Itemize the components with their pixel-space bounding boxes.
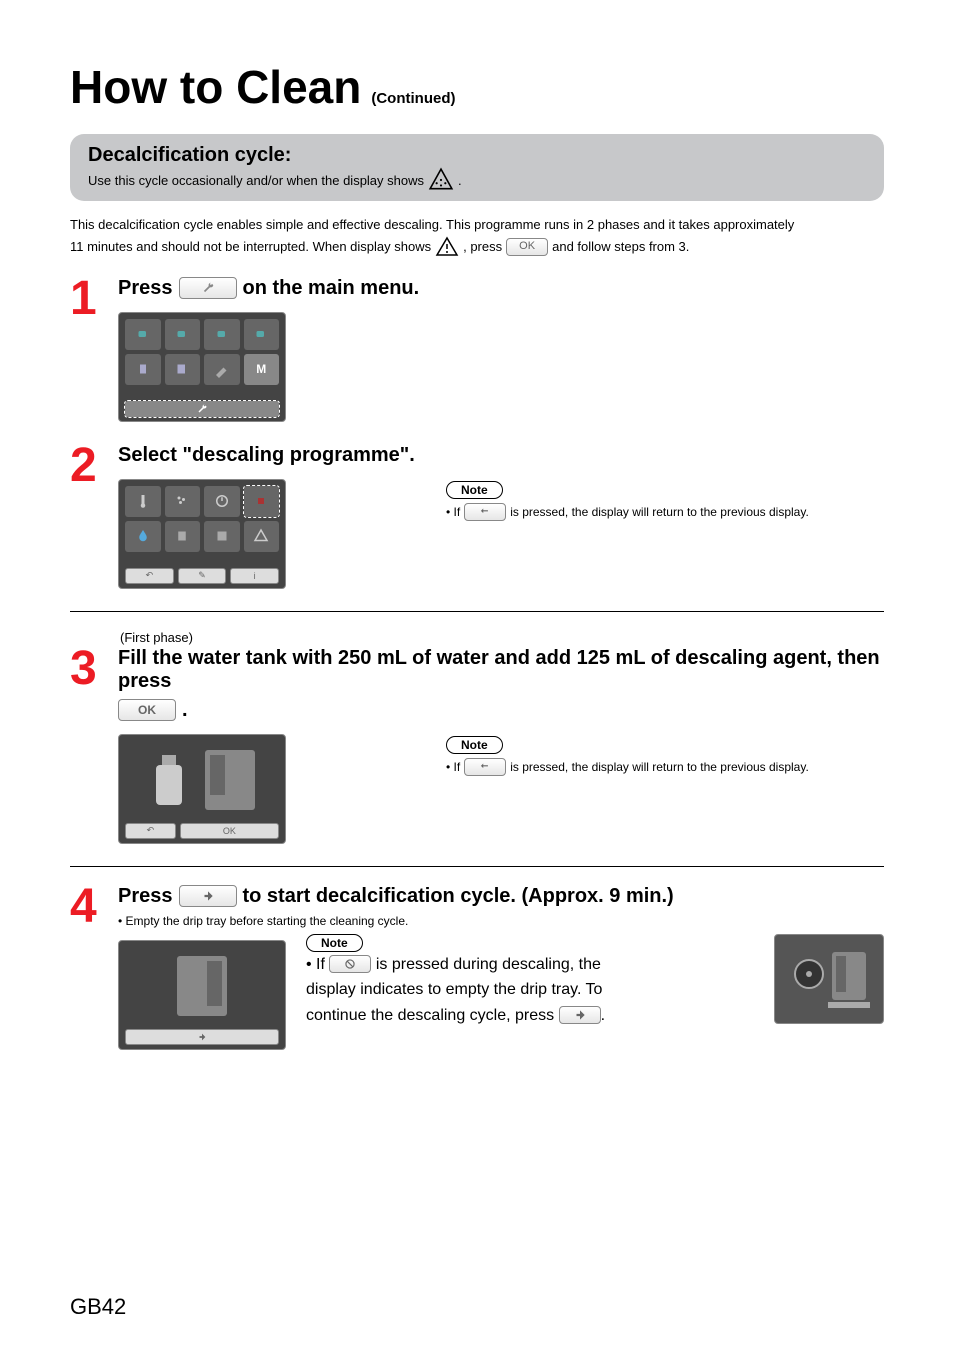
- wrench-button[interactable]: [179, 277, 237, 299]
- prog-icon-level: [244, 486, 280, 517]
- menu-icon-cup-3: [204, 319, 240, 350]
- menu-icon-m: M: [244, 354, 280, 385]
- scale-warning-icon: [428, 167, 454, 193]
- step-4-text-a: Press: [118, 885, 173, 908]
- menu-icon-wrench: [204, 354, 240, 385]
- ok-button[interactable]: OK: [118, 699, 176, 721]
- step-3-heading: Fill the water tank with 250 mL of water…: [118, 647, 884, 722]
- prog-icon-grind: [165, 486, 201, 517]
- step-1-text-a: Press: [118, 277, 173, 300]
- step-2: 2 Select "descaling programme". ↶ ✎: [70, 444, 884, 589]
- prog-icon-temp: [125, 486, 161, 517]
- step-1: 1 Press on the main menu. M: [70, 277, 884, 422]
- menu-icon-cup-1: [125, 319, 161, 350]
- machine-ready-icon: [162, 951, 242, 1021]
- note-2-b: is pressed, the display will return to t…: [510, 505, 809, 519]
- page-number: GB42: [70, 1294, 126, 1320]
- step-3-period: .: [182, 699, 188, 722]
- step-2-number: 2: [70, 444, 104, 589]
- menu-icon-cup-4: [244, 319, 280, 350]
- step-4-heading: Press to start decalcification cycle. (A…: [118, 885, 884, 908]
- note-label: Note: [446, 481, 503, 499]
- step-4-tray-illustration: [774, 934, 884, 1024]
- intro-text: This decalcification cycle enables simpl…: [70, 215, 884, 259]
- step-3: 3 Fill the water tank with 250 mL of wat…: [70, 647, 884, 844]
- note-label-3: Note: [446, 736, 503, 754]
- note-2-a: • If: [446, 505, 460, 519]
- start-button[interactable]: [179, 885, 237, 907]
- page-title: How to Clean: [70, 60, 361, 114]
- decal-heading: Decalcification cycle:: [88, 144, 866, 167]
- intro-line-1: This decalcification cycle enables simpl…: [70, 215, 884, 235]
- prog-icon-machine: [204, 521, 240, 552]
- intro-text-b: , press: [463, 237, 502, 257]
- step-4-note: Note • If is pressed during descaling, t…: [306, 934, 754, 1029]
- step-2-heading: Select "descaling programme".: [118, 444, 884, 467]
- decal-subtext: Use this cycle occasionally and/or when …: [88, 167, 866, 193]
- menu-icon-jug: [165, 354, 201, 385]
- step-4-subtext: • Empty the drip tray before starting th…: [118, 914, 884, 928]
- tab-back-3: ↶: [125, 823, 176, 839]
- tab-info: i: [230, 568, 279, 584]
- step-3-display-illustration: ↶ OK: [118, 734, 286, 844]
- menu-icon-glass: [125, 354, 161, 385]
- start-button-inline[interactable]: [559, 1006, 601, 1024]
- note-3-b: is pressed, the display will return to t…: [510, 760, 809, 774]
- stop-button[interactable]: [329, 955, 371, 973]
- prog-icon-warning: [244, 521, 280, 552]
- prog-icon-filter: [165, 521, 201, 552]
- back-button[interactable]: [464, 503, 506, 521]
- step-2-display-illustration: ↶ ✎ i: [118, 479, 286, 589]
- tab-edit: ✎: [178, 568, 227, 584]
- step-4-text-b: to start decalcification cycle. (Approx.…: [243, 885, 674, 908]
- decal-sub-after: .: [458, 173, 462, 188]
- step-4: 4 Press to start decalcification cycle. …: [70, 885, 884, 1050]
- step-4-display-illustration: [118, 940, 286, 1050]
- note-3-a: • If: [446, 760, 460, 774]
- tab-ok-3: OK: [180, 823, 279, 839]
- divider-2: [70, 866, 884, 867]
- page-title-continued: (Continued): [371, 90, 455, 107]
- decal-sub-before: Use this cycle occasionally and/or when …: [88, 173, 424, 188]
- page-title-row: How to Clean (Continued): [70, 60, 884, 114]
- machine-icon: [200, 745, 260, 815]
- tab-back: ↶: [125, 568, 174, 584]
- ok-button-inline[interactable]: OK: [506, 238, 548, 256]
- divider-1: [70, 611, 884, 612]
- prog-icon-clock: [204, 486, 240, 517]
- warning-triangle-icon: [435, 235, 459, 259]
- menu-icon-cup-2: [165, 319, 201, 350]
- tab-start-4: [125, 1029, 279, 1045]
- step-1-text-b: on the main menu.: [243, 277, 420, 300]
- step-1-heading: Press on the main menu.: [118, 277, 884, 300]
- bottle-icon: [144, 750, 194, 810]
- step-3-text-a: Fill the water tank with 250 mL of water…: [118, 647, 884, 693]
- step-1-display-illustration: M: [118, 312, 286, 422]
- prog-icon-drop: [125, 521, 161, 552]
- step-1-number: 1: [70, 277, 104, 422]
- step-2-note: Note • If is pressed, the display will r…: [446, 481, 809, 521]
- bottom-tab-wrench: [125, 401, 279, 417]
- note-label-4: Note: [306, 934, 363, 952]
- decal-banner: Decalcification cycle: Use this cycle oc…: [70, 134, 884, 201]
- step-3-note: Note • If is pressed, the display will r…: [446, 736, 809, 776]
- phase-1-label: (First phase): [120, 630, 884, 645]
- intro-line-2: 11 minutes and should not be interrupted…: [70, 235, 884, 259]
- step-4-number: 4: [70, 885, 104, 1050]
- intro-text-a: 11 minutes and should not be interrupted…: [70, 237, 431, 257]
- intro-text-c: and follow steps from 3.: [552, 237, 689, 257]
- note-4-c: .: [601, 1007, 605, 1024]
- note-4-a: • If: [306, 956, 325, 973]
- back-button-3[interactable]: [464, 758, 506, 776]
- step-3-number: 3: [70, 647, 104, 844]
